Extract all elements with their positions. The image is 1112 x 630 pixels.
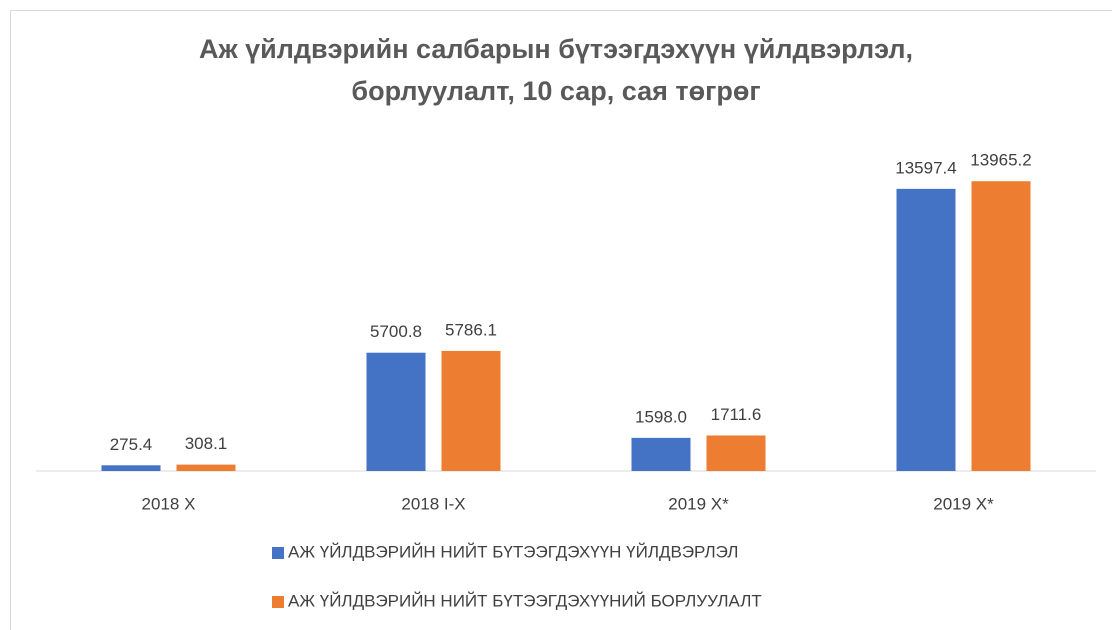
data-label: 1711.6 bbox=[711, 405, 762, 424]
data-label: 275.4 bbox=[110, 435, 153, 454]
bar bbox=[101, 465, 161, 471]
legend-label: АЖ ҮЙЛДВЭРИЙН НИЙТ БҮТЭЭГДЭХҮҮН ҮЙЛДВЭРЛ… bbox=[288, 542, 738, 561]
legend-swatch bbox=[272, 596, 284, 608]
bar bbox=[971, 181, 1031, 471]
bar bbox=[441, 350, 501, 471]
data-label: 5700.8 bbox=[370, 322, 422, 341]
chart-frame bbox=[10, 10, 1112, 630]
x-tick-label: 2019 X* bbox=[933, 494, 994, 513]
chart-title: Аж үйлдвэрийн салбарын бүтээгдэхүүн үйлд… bbox=[198, 34, 914, 106]
bar bbox=[631, 437, 691, 471]
bar bbox=[176, 464, 236, 471]
x-tick-label: 2018 I-X bbox=[401, 494, 465, 513]
x-tick-label: 2018 X bbox=[142, 494, 196, 513]
data-label: 13965.2 bbox=[970, 151, 1031, 170]
data-label: 13597.4 bbox=[895, 158, 956, 177]
legend-swatch bbox=[272, 547, 284, 559]
data-label: 1598.0 bbox=[635, 407, 687, 426]
bar bbox=[896, 188, 956, 471]
x-tick-label: 2019 X* bbox=[668, 494, 729, 513]
bar bbox=[706, 435, 766, 471]
data-label: 308.1 bbox=[185, 434, 228, 453]
data-label: 5786.1 bbox=[445, 320, 497, 339]
legend-label: АЖ ҮЙЛДВЭРИЙН НИЙТ БҮТЭЭГДЭХҮҮНИЙ БОРЛУУ… bbox=[288, 591, 762, 610]
bar bbox=[366, 352, 426, 471]
